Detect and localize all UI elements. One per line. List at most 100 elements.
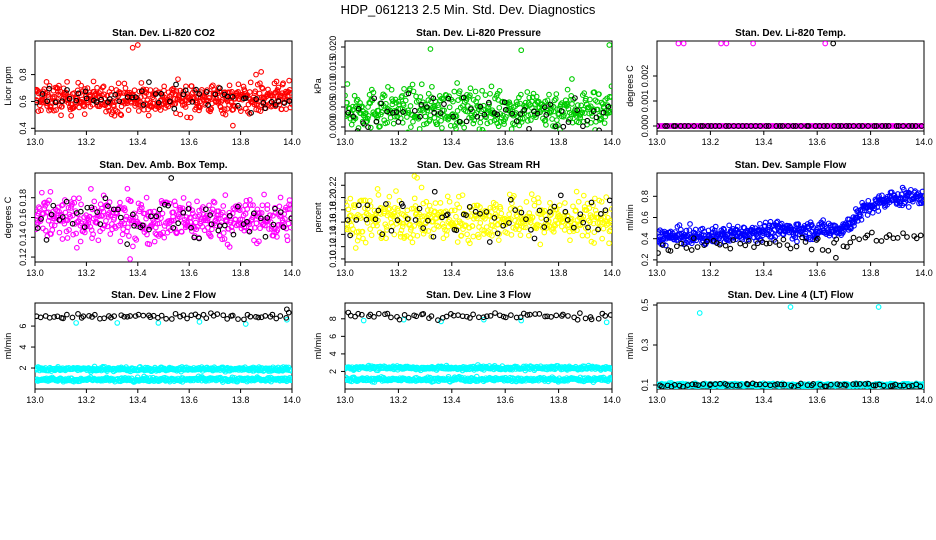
data-point (463, 118, 470, 125)
data-point (790, 123, 797, 129)
data-point (727, 245, 734, 252)
data-point (527, 219, 534, 226)
data-point (221, 213, 228, 220)
data-point (270, 221, 277, 228)
data-point (122, 207, 128, 214)
data-point (520, 224, 527, 231)
data-point (439, 221, 446, 227)
data-point (718, 41, 724, 47)
data-point (673, 243, 680, 250)
data-point (360, 120, 367, 126)
panel-title: Stan. Dev. Amb. Box Temp. (99, 160, 227, 171)
data-point (657, 250, 661, 256)
x-tick-label: 13.4 (443, 395, 461, 405)
data-point (99, 84, 106, 91)
data-point (699, 123, 706, 129)
x-tick-label: 14.0 (915, 395, 933, 405)
data-point (592, 195, 598, 202)
data-point (42, 227, 49, 234)
data-point (546, 91, 552, 98)
data-point (586, 205, 593, 212)
data-point (567, 237, 573, 244)
series-line-2 (657, 41, 924, 129)
data-point (38, 107, 44, 114)
data-point (474, 95, 481, 101)
data-point (397, 230, 404, 237)
data-point (247, 313, 254, 320)
data-point (397, 233, 404, 240)
data-point (742, 242, 749, 249)
data-point (131, 222, 137, 229)
x-tick-label: 14.0 (915, 137, 933, 147)
data-point (112, 91, 119, 98)
data-point (517, 232, 524, 239)
data-point (390, 110, 396, 116)
data-point (404, 216, 411, 222)
data-point (531, 202, 538, 209)
data-point (424, 104, 430, 110)
data-point (81, 103, 88, 110)
data-point (131, 87, 138, 94)
data-point (379, 231, 386, 238)
data-point (284, 237, 291, 244)
data-point (288, 215, 292, 222)
data-point (401, 312, 408, 318)
data-point (182, 104, 189, 110)
data-point (82, 86, 88, 92)
data-point (117, 238, 124, 245)
data-point (408, 205, 415, 212)
data-point (527, 311, 533, 318)
data-point (564, 86, 571, 93)
data-point (481, 129, 487, 131)
data-point (386, 205, 393, 212)
series-line-1 (345, 173, 612, 251)
data-point (582, 315, 589, 322)
data-point (170, 209, 177, 216)
data-point (561, 112, 567, 118)
data-point (560, 311, 566, 318)
points (345, 309, 612, 385)
data-point (601, 215, 607, 221)
data-point (529, 94, 536, 101)
data-point (184, 219, 191, 226)
points (35, 42, 292, 129)
data-point (482, 92, 489, 98)
data-point (814, 235, 821, 242)
data-point (484, 313, 490, 320)
data-point (97, 228, 103, 235)
data-point (416, 218, 422, 225)
data-point (218, 107, 225, 113)
data-point (158, 90, 165, 97)
data-point (98, 96, 104, 103)
data-point (657, 123, 661, 129)
data-point (264, 202, 271, 208)
data-point (75, 79, 82, 86)
data-point (121, 313, 128, 320)
data-point (580, 219, 587, 226)
data-point (513, 314, 520, 321)
data-point (607, 217, 612, 224)
data-point (358, 197, 365, 204)
data-point (509, 200, 515, 207)
data-point (543, 112, 550, 118)
data-point (221, 106, 228, 113)
data-point (48, 106, 54, 113)
data-point (477, 103, 484, 110)
data-point (704, 238, 710, 245)
data-point (105, 203, 111, 210)
data-point (588, 199, 595, 206)
data-point (222, 192, 229, 198)
data-point (506, 220, 512, 226)
data-point (395, 119, 402, 125)
data-point (352, 245, 359, 251)
data-point (196, 319, 203, 325)
x-tick-label: 13.0 (26, 268, 44, 278)
panel-title: Stan. Dev. Li-820 Pressure (416, 28, 541, 39)
data-point (678, 240, 685, 247)
data-point (414, 232, 421, 239)
data-point (450, 113, 456, 120)
data-point (498, 210, 505, 217)
data-point (904, 234, 910, 240)
y-tick-label: 0.6 (640, 211, 650, 224)
data-point (116, 98, 123, 105)
